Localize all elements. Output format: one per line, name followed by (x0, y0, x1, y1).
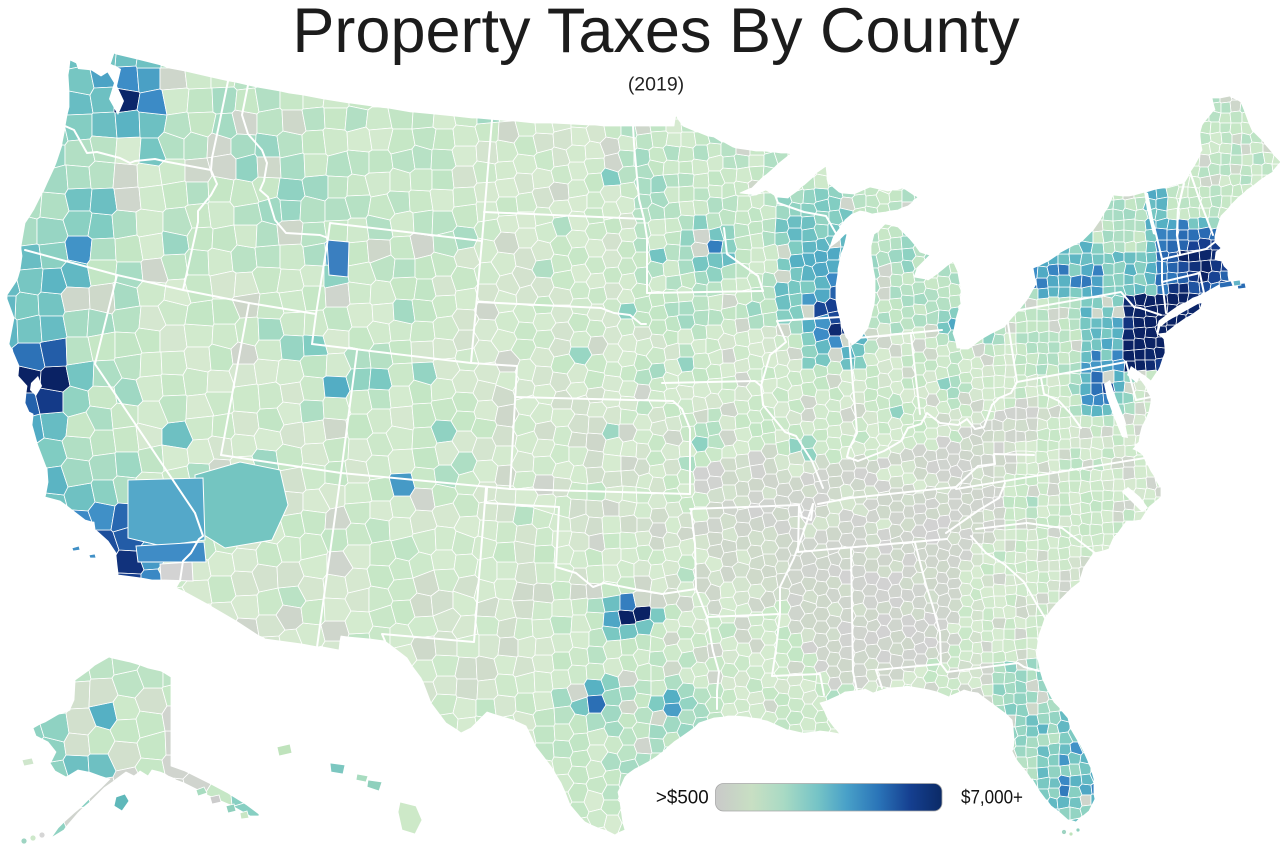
svg-text:$7,000+: $7,000+ (961, 787, 1023, 809)
svg-text:Property Taxes By County: Property Taxes By County (292, 0, 1020, 66)
svg-text:>$500: >$500 (656, 787, 709, 809)
svg-text:(2019): (2019) (628, 74, 684, 96)
